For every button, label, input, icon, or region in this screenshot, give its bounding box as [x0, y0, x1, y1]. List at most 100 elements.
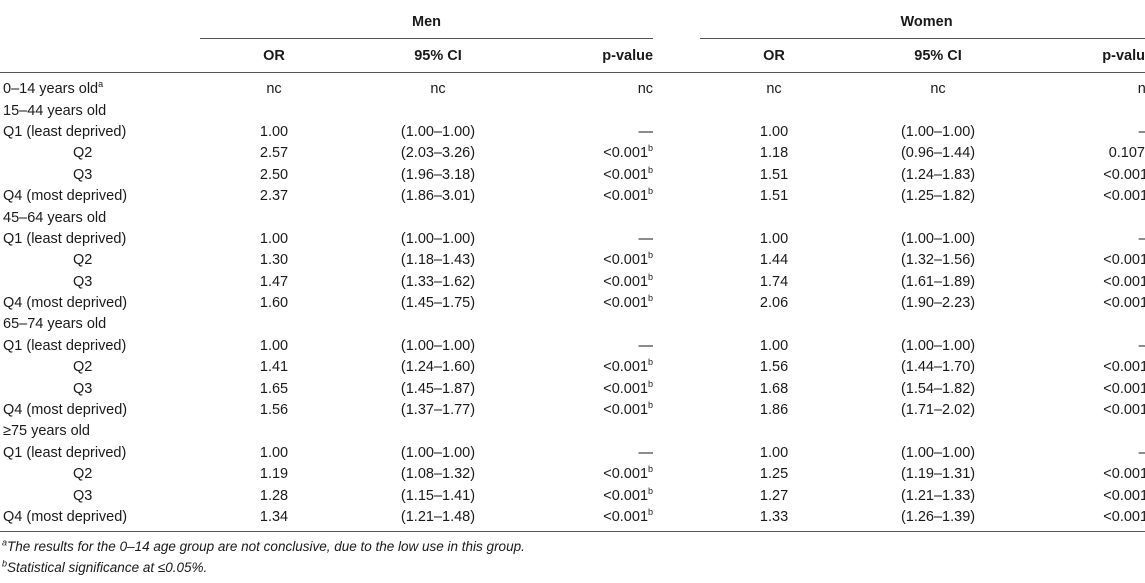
men-ci-cell: (2.03–3.26) — [348, 143, 528, 164]
men-or-cell — [200, 207, 348, 228]
women-or-value: 1.00 — [759, 444, 789, 461]
women-or-value: 1.18 — [759, 145, 789, 162]
men-ci-value: (1.08–1.32) — [400, 466, 476, 483]
women-or-cell — [700, 314, 848, 335]
men-ci-value: (1.00–1.00) — [400, 337, 476, 354]
men-p-cell — [528, 421, 653, 442]
row-label: Q4 (most deprived) — [0, 293, 200, 314]
men-ci-cell: (1.37–1.77) — [348, 400, 528, 421]
footnote-marker: b — [648, 186, 654, 197]
men-p-value: — — [638, 444, 654, 461]
women-p-cell: <0.001b — [1028, 293, 1145, 314]
women-p-value: nc — [1137, 81, 1145, 98]
men-p-value: nc — [637, 81, 654, 98]
women-p-cell: <0.001b — [1028, 506, 1145, 533]
row-label-text: Q2 — [73, 252, 93, 269]
column-gap — [653, 293, 700, 314]
men-or-cell: 1.41 — [200, 357, 348, 378]
men-or-value: 1.28 — [259, 487, 289, 504]
women-ci-cell — [848, 100, 1028, 121]
men-or-value: 2.37 — [259, 188, 289, 205]
row-label-text: Q2 — [73, 145, 93, 162]
footnote-marker: b — [648, 485, 654, 496]
men-p-value: <0.001 — [603, 402, 649, 419]
women-or-value: nc — [766, 81, 782, 98]
women-ci-value: (1.25–1.82) — [900, 188, 976, 205]
row-label: Q3 — [0, 272, 200, 293]
row-label-text: 15–44 years old — [3, 102, 107, 119]
men-p-cell — [528, 207, 653, 228]
women-p-cell: 0.1079 — [1028, 143, 1145, 164]
row-label-text: Q1 (least deprived) — [3, 123, 127, 140]
row-label-text: Q4 (most deprived) — [3, 402, 128, 419]
women-p-value: — — [1139, 445, 1145, 461]
row-label-text: Q1 (least deprived) — [3, 337, 127, 354]
women-or-value: 1.00 — [759, 337, 789, 354]
men-ci-value: (1.18–1.43) — [400, 252, 476, 269]
women-or-cell: 1.18 — [700, 143, 848, 164]
women-or-value: 1.86 — [759, 402, 789, 419]
footnote-marker: b — [648, 271, 654, 282]
group-header-men: Men — [200, 0, 654, 39]
men-ci-value: (1.24–1.60) — [400, 359, 476, 376]
table-row: 65–74 years old — [0, 314, 1145, 335]
men-p-cell: <0.001b — [528, 357, 653, 378]
women-p-cell: nc — [1028, 73, 1145, 101]
women-or-cell: 1.00 — [700, 229, 848, 250]
column-gap — [653, 186, 700, 207]
men-p-value: <0.001 — [603, 166, 649, 183]
men-or-value: nc — [266, 81, 282, 98]
footnote-marker: b — [648, 293, 654, 304]
row-label-text: 45–64 years old — [3, 209, 107, 226]
row-label-text: Q3 — [73, 380, 93, 397]
women-or-value: 1.51 — [759, 166, 789, 183]
women-or-cell: 1.00 — [700, 443, 848, 464]
women-ci-value: (1.00–1.00) — [900, 444, 976, 461]
men-p-value: <0.001 — [603, 380, 649, 397]
women-ci-value: (1.00–1.00) — [900, 230, 976, 247]
men-ci-value: nc — [430, 81, 446, 98]
men-p-cell: — — [528, 122, 654, 143]
women-p-value: — — [1139, 124, 1145, 140]
women-or-cell: 1.33 — [700, 506, 849, 533]
women-ci-cell: (1.21–1.33) — [848, 485, 1028, 506]
col-header-men-p: p-value — [528, 38, 654, 73]
men-ci-value: (1.00–1.00) — [400, 444, 476, 461]
column-gap — [653, 485, 700, 506]
row-label: Q4 (most deprived) — [0, 400, 200, 421]
women-p-cell: — — [1028, 122, 1145, 143]
men-p-cell: nc — [528, 73, 653, 101]
row-label: Q2 — [0, 464, 200, 485]
men-ci-cell: (1.08–1.32) — [348, 464, 528, 485]
men-ci-cell: (1.15–1.41) — [348, 485, 528, 506]
row-label: 45–64 years old — [0, 207, 200, 228]
men-or-cell: 1.34 — [200, 506, 348, 533]
footnote-marker: b — [648, 143, 654, 154]
women-p-value: <0.001 — [1103, 487, 1145, 504]
men-ci-value: (1.15–1.41) — [400, 487, 476, 504]
footnote-marker: a — [98, 79, 104, 90]
row-label: Q4 (most deprived) — [0, 506, 200, 533]
men-ci-value: (2.03–3.26) — [400, 145, 476, 162]
men-p-value: <0.001 — [603, 252, 649, 269]
table-row: Q4 (most deprived) 1.56 (1.37–1.77) <0.001b… — [0, 400, 1145, 421]
men-or-cell: 1.00 — [200, 229, 348, 250]
women-ci-cell: (1.25–1.82) — [848, 186, 1028, 207]
men-ci-value: (1.45–1.75) — [400, 295, 476, 312]
col-header-men-ci: 95% CI — [348, 38, 528, 73]
men-p-value: <0.001 — [603, 466, 649, 483]
women-ci-value: (1.32–1.56) — [900, 252, 976, 269]
row-label-text: 0–14 years old — [3, 81, 99, 98]
women-ci-cell: (1.24–1.83) — [848, 165, 1028, 186]
men-ci-cell — [348, 100, 528, 121]
women-p-value: — — [1139, 338, 1145, 354]
men-or-value: 1.60 — [259, 295, 289, 312]
men-or-cell — [200, 314, 348, 335]
table-row: 0–14 years olda nc nc nc nc nc nc — [0, 73, 1145, 101]
table-row: Q4 (most deprived) 1.34 (1.21–1.48) <0.001b… — [0, 506, 1145, 533]
women-or-cell: 1.44 — [700, 250, 848, 271]
women-ci-value: (1.00–1.00) — [900, 337, 976, 354]
women-ci-cell: (1.32–1.56) — [848, 250, 1028, 271]
women-p-value: <0.001 — [1103, 295, 1145, 312]
row-label: Q1 (least deprived) — [0, 229, 200, 250]
